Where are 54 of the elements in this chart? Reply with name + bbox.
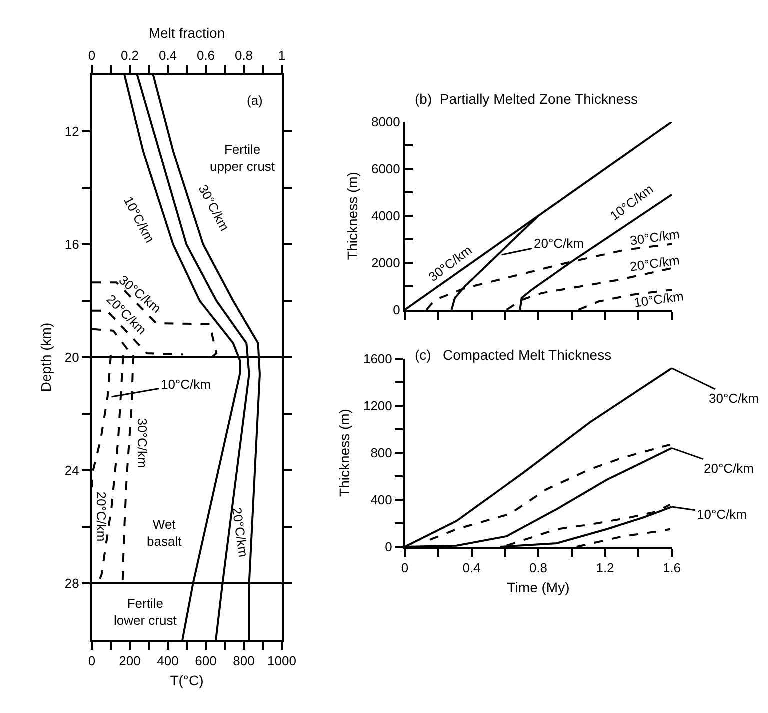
y-tick-label: 28: [64, 576, 80, 592]
x-tick-label: 1.2: [596, 560, 614, 576]
annotation: 20°C/km: [94, 492, 109, 542]
y-tick-label: 400: [370, 492, 392, 508]
y-tick-label: 800: [370, 446, 392, 461]
y-tick-label: 16: [64, 237, 80, 252]
x-tick-label: 1.6: [662, 560, 682, 576]
annotation: Fertile lower crust: [114, 596, 178, 628]
chart-title: (b) Partially Melted Zone Thickness: [415, 91, 638, 107]
x-axis-title: T(°C): [170, 672, 204, 688]
chart-title: (c) Compacted Melt Thickness: [415, 347, 612, 363]
x2-tick-label: 0.6: [196, 48, 216, 63]
x-tick-label: 0.8: [529, 560, 548, 576]
y-tick-label: 2000: [371, 256, 400, 271]
x2-tick-label: 0: [88, 48, 96, 63]
annotation: (a): [247, 93, 263, 108]
annotation: 10°C/km: [697, 507, 747, 522]
annotation: 10°C/km: [633, 288, 685, 310]
y-axis-title: Thickness (m): [344, 172, 361, 260]
annotation: 10°C/km: [161, 377, 211, 392]
y-axis-title: Thickness (m): [336, 409, 353, 497]
annotation: 30°C/km: [135, 418, 150, 468]
y-tick-label: 0: [385, 540, 392, 555]
y-tick-label: 0: [393, 302, 400, 318]
x-tick-label: 600: [195, 654, 217, 669]
x-tick-label: 0.4: [462, 560, 481, 576]
x-axis-title: Time (My): [507, 579, 570, 596]
annotation: 20°C/km: [629, 252, 681, 274]
y-tick-label: 6000: [371, 162, 400, 177]
x-tick-label: 200: [119, 654, 141, 669]
x-tick-label: 1000: [268, 654, 296, 669]
annotation: 20°C/km: [229, 506, 252, 558]
annotation: 30°C/km: [629, 226, 681, 248]
y-tick-label: 20: [64, 350, 80, 366]
annotation: 30°C/km: [709, 391, 759, 406]
x-tick-label: 0: [88, 654, 96, 669]
y-tick-label: 24: [64, 463, 80, 478]
annotation: 20°C/km: [534, 236, 584, 251]
annotation: Wet basalt: [147, 517, 182, 549]
y-tick-label: 1200: [363, 398, 392, 414]
y-tick-label: 8000: [371, 114, 400, 130]
y-tick-label: 12: [64, 124, 80, 140]
x2-tick-label: 0.8: [234, 48, 254, 63]
x2-tick-label: 0.2: [120, 48, 140, 63]
annotation: Fertile upper crust: [210, 142, 276, 174]
x2-tick-label: 0.4: [158, 48, 178, 63]
annotation: 20°C/km: [704, 461, 754, 476]
y-tick-label: 1600: [363, 352, 392, 367]
x2-axis-title: Melt fraction: [148, 24, 226, 41]
y-tick-label: 4000: [371, 208, 400, 224]
x-tick-label: 400: [157, 654, 179, 669]
x2-tick-label: 1: [278, 48, 286, 63]
y-axis-title: Depth (km): [38, 322, 54, 392]
x-tick-label: 800: [233, 654, 255, 669]
